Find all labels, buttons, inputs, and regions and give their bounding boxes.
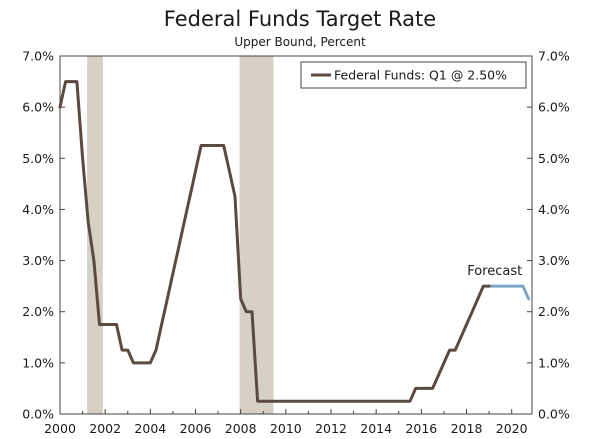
plot-frame — [59, 55, 533, 415]
recession-bands — [87, 56, 274, 414]
legend: Federal Funds: Q1 @ 2.50% — [300, 61, 527, 89]
y-tick-label-right-3: 3.0% — [538, 253, 570, 268]
y-tick-label-left-0: 0.0% — [22, 407, 54, 422]
series-line-federal-funds — [58, 80, 491, 403]
x-tick-label-2008: 2008 — [225, 421, 257, 436]
y-tick-label-right-7: 7.0% — [538, 49, 570, 64]
x-tick-label-2018: 2018 — [451, 421, 483, 436]
series-line-forecast — [487, 284, 531, 301]
y-tick-label-right-1: 1.0% — [538, 355, 570, 370]
legend-label-federal-funds: Federal Funds: Q1 @ 2.50% — [334, 68, 507, 83]
chart-subtitle: Upper Bound, Percent — [234, 35, 366, 49]
y-axis-right: 0.0% 1.0% 2.0% 3.0% 4.0% 5.0% 6.0% 7.0% — [527, 49, 570, 422]
y-axis-left: 0.0% 1.0% 2.0% 3.0% 4.0% 5.0% 6.0% 7.0% — [22, 49, 65, 422]
y-tick-label-left-1: 1.0% — [22, 355, 54, 370]
y-tick-label-left-5: 5.0% — [22, 151, 54, 166]
x-tick-label-2016: 2016 — [405, 421, 437, 436]
series-lines — [58, 80, 531, 403]
x-tick-label-2012: 2012 — [315, 421, 347, 436]
y-tick-label-right-0: 0.0% — [538, 407, 570, 422]
x-tick-label-2002: 2002 — [89, 421, 121, 436]
y-tick-label-right-5: 5.0% — [538, 151, 570, 166]
chart-title: Federal Funds Target Rate — [164, 7, 436, 31]
x-tick-label-2004: 2004 — [134, 421, 166, 436]
y-tick-label-left-6: 6.0% — [22, 100, 54, 115]
x-tick-label-2000: 2000 — [44, 421, 76, 436]
y-tick-label-left-4: 4.0% — [22, 202, 54, 217]
x-tick-label-2006: 2006 — [180, 421, 212, 436]
y-tick-label-left-7: 7.0% — [22, 49, 54, 64]
x-tick-label-2010: 2010 — [270, 421, 302, 436]
x-axis: 2000 2002 2004 2006 2008 2010 2012 2014 2016 2018… — [44, 409, 528, 436]
y-tick-label-right-4: 4.0% — [538, 202, 570, 217]
y-tick-label-left-3: 3.0% — [22, 253, 54, 268]
legend-box — [300, 61, 527, 89]
y-tick-label-left-2: 2.0% — [22, 304, 54, 319]
x-tick-label-2020: 2020 — [496, 421, 528, 436]
forecast-annotation: Forecast — [467, 264, 522, 279]
x-tick-label-2014: 2014 — [360, 421, 392, 436]
y-tick-label-right-2: 2.0% — [538, 304, 570, 319]
y-tick-label-right-6: 6.0% — [538, 100, 570, 115]
recession-band-1 — [239, 56, 274, 414]
